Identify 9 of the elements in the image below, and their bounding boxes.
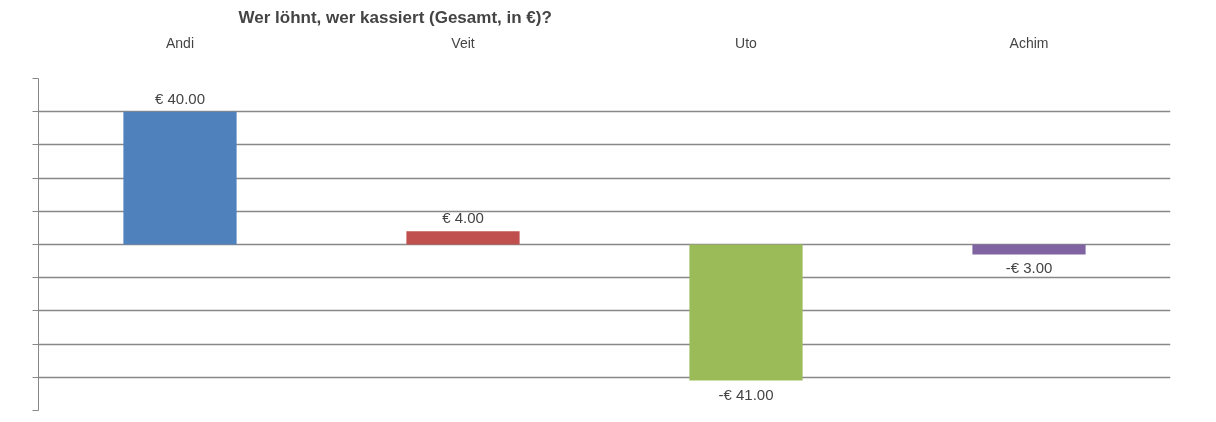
x-tick-label: Achim [1009, 34, 1049, 51]
data-label: -€ 41.00 [718, 385, 774, 403]
data-label: € 4.00 [442, 209, 484, 227]
data-label: -€ 3.00 [1005, 259, 1053, 277]
data-label: € 40.00 [154, 89, 206, 107]
x-tick-label: Andi [165, 34, 195, 51]
chart-title: Wer löhnt, wer kassiert (Gesamt, in €)? [238, 7, 552, 27]
x-tick-label: Veit [451, 34, 475, 51]
x-tick-label: Uto [735, 34, 758, 51]
